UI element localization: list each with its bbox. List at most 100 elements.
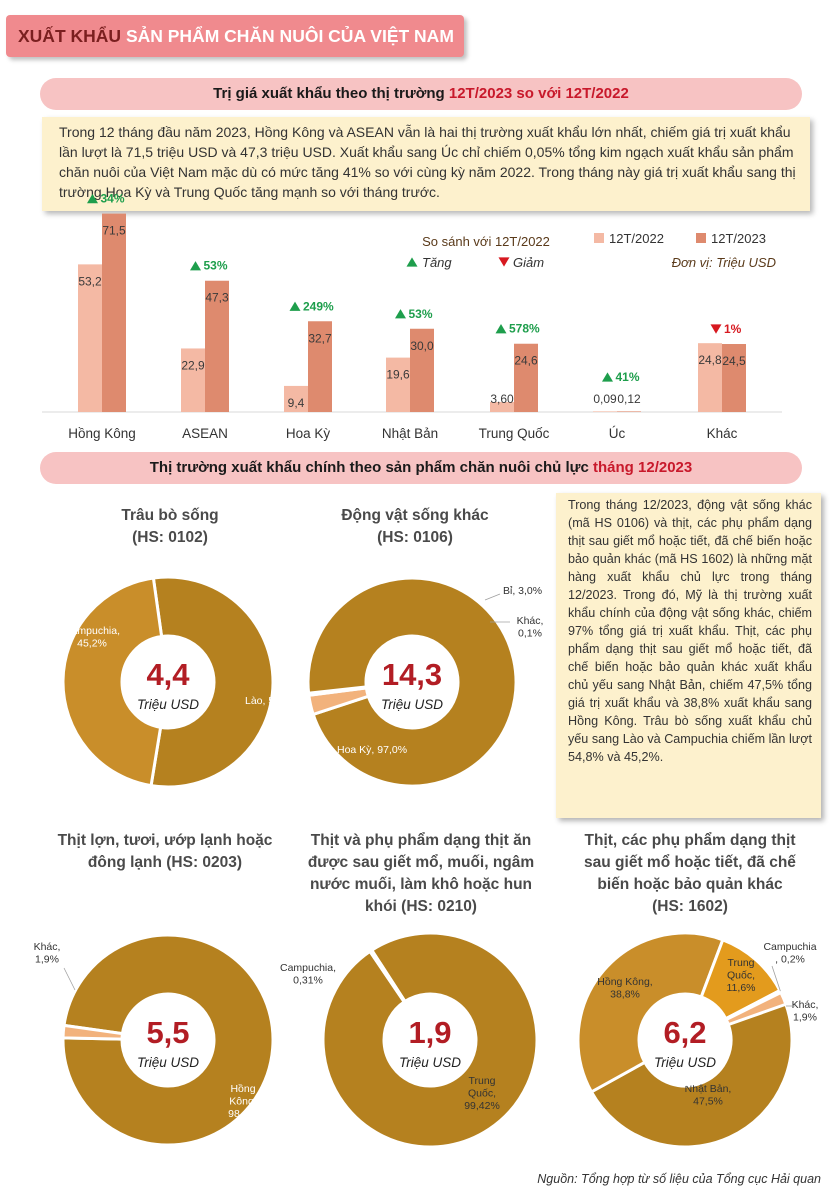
bar-group: 22,9 47,3 (181, 280, 229, 412)
donut-title-line: (HS: 0102) (132, 529, 208, 546)
donut-center (122, 636, 214, 728)
decrease-legend-label: Giảm (513, 255, 544, 270)
text-line: 98,1% (228, 1108, 258, 1120)
x-tick-label: Nhật Bản (382, 426, 438, 441)
bar-value-label: 19,6 (386, 368, 410, 382)
x-tick-label: Úc (609, 426, 626, 441)
donut-unit: Triệu USD (381, 697, 443, 712)
donut-total: 14,3 (382, 657, 442, 692)
increase-icon (495, 324, 507, 334)
bar-value-label: 24,8 (698, 353, 722, 367)
increase-icon (289, 301, 301, 311)
text-line: 99,42% (464, 1100, 500, 1112)
donut-center (384, 994, 476, 1086)
section2-title-highlight: tháng 12/2023 (593, 459, 693, 476)
slice-label: Campuchia, 0,2% (763, 941, 816, 966)
leader-line (484, 593, 501, 601)
leader-line (771, 965, 783, 997)
decrease-icon (710, 324, 722, 334)
donut-title-0210: Thịt và phụ phẩm dạng thịt ăn được sau gi… (290, 830, 552, 918)
x-tick-label: Khác (707, 426, 738, 441)
bar-value-label: 24,5 (722, 354, 746, 368)
slice-label: Khác, 0,1% (517, 615, 544, 640)
text-line: 0,31% (293, 975, 323, 987)
donut-total: 4,4 (146, 657, 190, 692)
legend-label-12t2023: 12T/2023 (711, 231, 766, 246)
bar-12t2022 (78, 264, 102, 412)
text-line: Trung (468, 1075, 495, 1087)
slice-label: Campuchia, 45,2% (64, 625, 120, 650)
bar-12t2023 (410, 328, 434, 412)
text-line: Campuchia, (280, 962, 336, 974)
bar-value-label: 3,60 (490, 392, 514, 406)
bar-12t2023 (514, 343, 538, 412)
slice-label: Hồng Kông, 98,1% (228, 1083, 258, 1120)
change-label: 41% (616, 370, 640, 384)
bar-value-label: 32,7 (308, 331, 332, 345)
section2-title-prefix: Thị trường xuất khẩu chính theo sản phẩm… (149, 459, 589, 476)
increase-icon (602, 372, 613, 382)
donut-title-line: Thịt, các phụ phẩm dạng thịt (584, 832, 796, 849)
text-line: Trung (727, 957, 754, 969)
text-line: Quốc, (468, 1088, 496, 1100)
x-tick-label: Hồng Kông (68, 426, 136, 441)
leader-line (63, 967, 76, 991)
donut-title-line: sau giết mổ hoặc tiết, đã chế (584, 854, 796, 871)
donut-title-0102: Trâu bò sống (HS: 0102) (60, 505, 280, 549)
bar-12t2022 (698, 343, 722, 412)
x-tick-label: Hoa Kỳ (286, 426, 331, 441)
text-line: , 0,2% (775, 954, 805, 966)
section1-title: Trị giá xuất khẩu theo thị trường 12T/20… (40, 78, 802, 110)
summary-box: Trong 12 tháng đầu năm 2023, Hồng Kông v… (42, 117, 810, 211)
unit-label: Đơn vị: Triệu USD (672, 255, 776, 270)
slice-label: Trung Quốc, 99,42% (464, 1075, 500, 1112)
slice-label: Campuchia, 0,31% (280, 962, 336, 987)
donut-title-line: Động vật sống khác (341, 507, 489, 524)
bar-value-label: 24,6 (514, 354, 538, 368)
donut-title-line: Thịt và phụ phẩm dạng thịt ăn (310, 832, 532, 849)
bar-value-label: 0,09 (593, 392, 617, 406)
donut-title-line: (HS: 0106) (377, 529, 453, 546)
text-line: Quốc, (727, 970, 755, 982)
donut-title-line: khói (HS: 0210) (365, 898, 477, 915)
text-line: Campuchia, (64, 625, 120, 637)
bar-value-label: 0,12 (617, 392, 641, 406)
donut-title-0106: Động vật sống khác (HS: 0106) (300, 505, 530, 549)
text-line: 11,6% (727, 982, 756, 994)
donut-title-line: Thịt lợn, tươi, ướp lạnh hoặc (57, 832, 273, 849)
donut-chart: Hồng Kông, 98,1% Khác, 1,9% 5,5 Triệu USD (34, 933, 275, 1147)
slice-label: Bỉ, 3,0% (503, 585, 542, 597)
text-line: Kông, (229, 1096, 256, 1108)
text-line: 45,2% (77, 638, 107, 650)
text-line: Hồng (230, 1083, 255, 1095)
note-box: Trong tháng 12/2023, động vật sống khác … (556, 493, 821, 818)
legend-label-12t2022: 12T/2022 (609, 231, 664, 246)
donut-total: 5,5 (146, 1015, 189, 1050)
donut-title-line: biến hoặc bảo quản khác (597, 876, 783, 893)
slice-label: Hồng Kông, 38,8% (597, 976, 652, 1001)
slice-label: Lào, 54,8% (245, 695, 298, 707)
bar-12t2023 (308, 321, 332, 412)
donut-title-line: (HS: 1602) (652, 898, 728, 915)
section1-title-prefix: Trị giá xuất khẩu theo thị trường (213, 85, 445, 102)
bar-value-label: 22,9 (181, 358, 205, 372)
bar-12t2023 (722, 344, 746, 412)
donut-title-1602: Thịt, các phụ phẩm dạng thịt sau giết mổ … (560, 830, 820, 918)
compare-label: So sánh với 12T/2022 (422, 234, 550, 249)
donut-title-line: được sau giết mổ, muối, ngâm (307, 854, 535, 871)
source-text: Nguồn: Tổng hợp từ số liệu của Tổng cục … (537, 1172, 821, 1186)
text-line: Nhật Bản, (685, 1083, 732, 1095)
increase-legend-icon (406, 257, 418, 267)
change-label: 249% (303, 299, 334, 313)
decrease-legend-icon (498, 257, 510, 267)
donut-total: 1,9 (408, 1015, 451, 1050)
change-label: 53% (204, 259, 228, 273)
page-title-part2: SẢN PHẨM CHĂN NUÔI CỦA VIỆT NAM (125, 26, 454, 46)
bar-group: 9,4 32,7 (284, 321, 332, 412)
donut-chart: Trung Quốc, 99,42% Campuchia, 0,31% 1,9 Triệu … (280, 931, 539, 1149)
legend-swatch-12t2023 (696, 233, 706, 243)
donut-center (639, 994, 731, 1086)
bar-12t2023 (205, 280, 229, 412)
text-line: Khác, (34, 941, 61, 953)
x-tick-label: Trung Quốc (479, 426, 550, 441)
